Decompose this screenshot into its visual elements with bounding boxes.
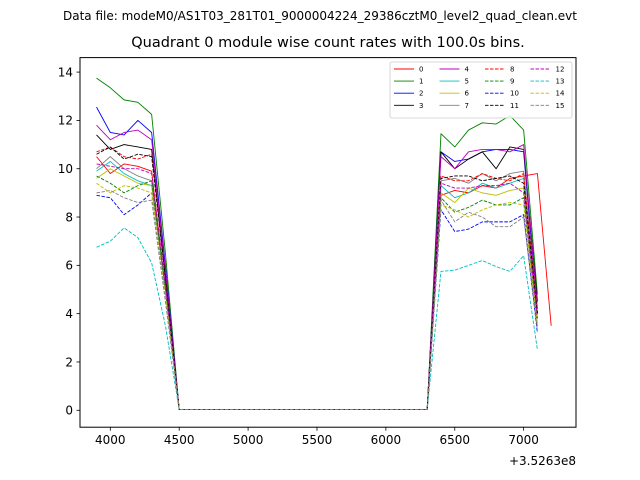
axes-frame [79,57,577,428]
series-line-2 [96,106,538,411]
legend-label-0: 0 [419,66,423,74]
x-tick-label-5000: 5000 [233,433,264,447]
legend-label-10: 10 [510,90,519,98]
x-tick-label-7000: 7000 [508,433,539,447]
legend-label-1: 1 [419,78,423,86]
legend-label-4: 4 [465,66,470,74]
x-tick-label-4000: 4000 [95,433,126,447]
legend-label-15: 15 [556,102,565,110]
legend-label-7: 7 [465,102,469,110]
x-tick-label-4500: 4500 [164,433,195,447]
series-line-15 [96,190,538,411]
legend-label-9: 9 [510,78,514,86]
legend-label-5: 5 [465,78,469,86]
chart-title: Quadrant 0 module wise count rates with … [131,35,525,51]
y-tick-label-0: 0 [65,404,73,418]
series-line-11 [96,146,538,411]
legend-label-8: 8 [510,66,514,74]
legend-label-13: 13 [556,78,565,86]
y-tick-label-10: 10 [58,162,73,176]
data-file-suptitle: Data file: modeM0/AS1T03_281T01_90000042… [63,9,577,23]
x-tick-label-6000: 6000 [371,433,402,447]
series-line-9 [96,175,538,411]
legend-label-2: 2 [419,90,423,98]
legend-label-3: 3 [419,102,423,110]
legend-label-11: 11 [510,102,519,110]
legend-box [389,61,573,119]
series-line-5 [96,161,538,411]
series-line-14 [96,182,538,411]
series-line-12 [96,163,538,411]
y-tick-label-12: 12 [58,114,73,128]
x-axis-offset-label: +3.5263e8 [509,454,576,468]
y-tick-label-8: 8 [65,210,73,224]
legend-label-6: 6 [465,90,470,98]
x-tick-label-6500: 6500 [439,433,470,447]
series-line-6 [96,168,538,411]
legend-label-14: 14 [556,90,565,98]
x-tick-label-5500: 5500 [302,433,333,447]
legend-label-12: 12 [556,66,565,74]
series-layer [96,77,552,411]
y-tick-label-14: 14 [58,65,73,79]
y-tick-label-4: 4 [65,307,73,321]
y-tick-label-6: 6 [65,259,73,273]
y-tick-label-2: 2 [65,355,73,369]
